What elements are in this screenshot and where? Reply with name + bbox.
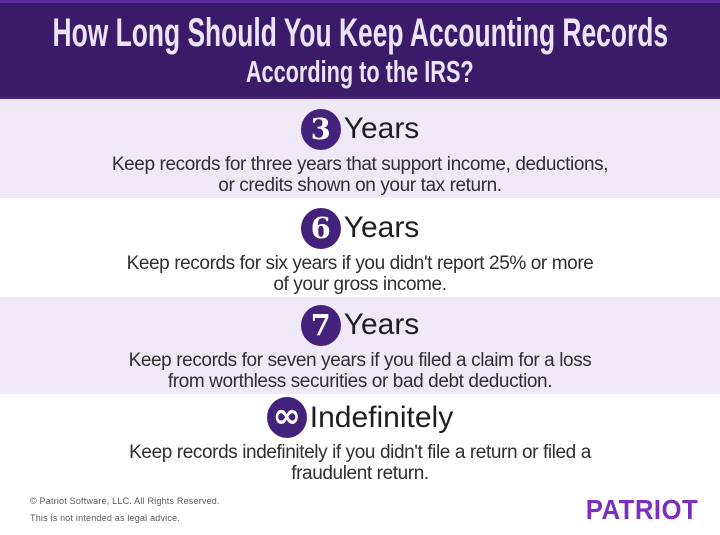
section-body-line2: fraudulent return. <box>291 462 429 484</box>
section-body-line2: or credits shown on your tax return. <box>218 174 502 196</box>
copyright-text: © Patriot Software, LLC. All Rights Rese… <box>30 496 220 506</box>
number-badge-6: 6 <box>300 207 341 249</box>
section-indefinitely: ∞ Indefinitely Keep records indefinitely… <box>0 394 720 483</box>
section-heading-label: Years <box>343 112 420 145</box>
section-body: Keep records for seven years if you file… <box>128 350 592 392</box>
legal-text: © Patriot Software, LLC. All Rights Rese… <box>30 496 220 523</box>
page-title-line2: According to the IRS? <box>246 54 474 89</box>
section-heading: 6 Years <box>300 207 420 249</box>
number-badge-7: 7 <box>300 304 341 346</box>
section-heading: ∞ Indefinitely <box>266 395 454 438</box>
disclaimer-text: This is not intended as legal advice. <box>30 513 180 523</box>
section-body-line1: Keep records for three years that suppor… <box>111 154 609 175</box>
patriot-logo: PATRIOT <box>585 494 698 525</box>
infinity-icon: ∞ <box>272 395 301 436</box>
section-body: Keep records for six years if you didn't… <box>126 253 594 295</box>
section-body: Keep records indefinitely if you didn't … <box>129 442 591 484</box>
infinity-badge: ∞ <box>266 395 307 438</box>
section-body-line2: of your gross income. <box>273 273 447 295</box>
section-heading-label: Years <box>343 211 420 244</box>
header-banner: How Long Should You Keep Accounting Reco… <box>0 0 720 99</box>
section-body-line1: Keep records for six years if you didn't… <box>126 253 594 274</box>
number-badge-3: 3 <box>300 108 341 150</box>
page-title-line1: How Long Should You Keep Accounting Reco… <box>52 11 668 55</box>
section-heading: 3 Years <box>300 108 420 150</box>
section-six-years: 6 Years Keep records for six years if yo… <box>0 198 720 297</box>
section-seven-years: 7 Years Keep records for seven years if … <box>0 297 720 394</box>
section-three-years: 3 Years Keep records for three years tha… <box>0 99 720 198</box>
section-heading: 7 Years <box>300 304 420 346</box>
section-body: Keep records for three years that suppor… <box>111 154 609 196</box>
section-heading-label: Indefinitely <box>309 400 454 434</box>
section-heading-label: Years <box>343 308 420 341</box>
section-body-line1: Keep records for seven years if you file… <box>128 350 592 371</box>
footer: © Patriot Software, LLC. All Rights Rese… <box>0 480 720 535</box>
section-body-line2: from worthless securities or bad debt de… <box>167 370 553 392</box>
section-body-line1: Keep records indefinitely if you didn't … <box>129 442 591 463</box>
